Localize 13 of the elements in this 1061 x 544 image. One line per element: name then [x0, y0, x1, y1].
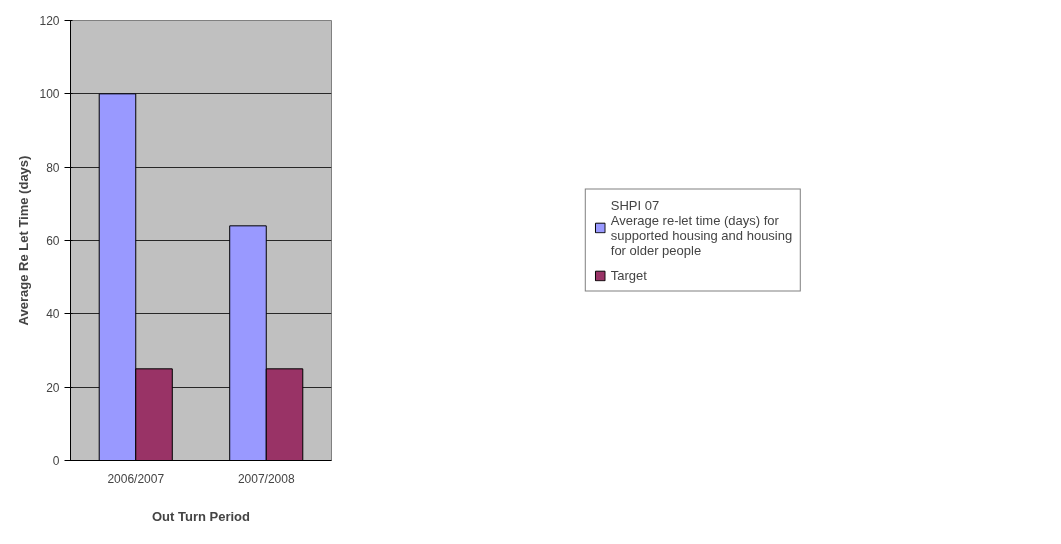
- legend-label: SHPI 07 Average re-let time (days) for supported housing and housing for older people: [610, 197, 793, 258]
- y-tick-label: 60: [46, 234, 60, 248]
- y-tick-label: 80: [46, 160, 60, 175]
- y-tick-label: 120: [39, 14, 60, 28]
- x-axis-title: Out Turn Period: [152, 508, 251, 524]
- y-tick-label: 20: [46, 380, 60, 395]
- legend-label: Target: [610, 267, 647, 283]
- y-tick-label: 100: [39, 87, 60, 102]
- y-tick-label: 40: [46, 307, 60, 322]
- y-axis-title: Average Re Let Time (days): [16, 155, 32, 326]
- x-tick-label: 2007/2008: [237, 471, 295, 486]
- y-tick-label: 0: [52, 454, 60, 468]
- x-tick-label: 2006/2007: [107, 471, 165, 486]
